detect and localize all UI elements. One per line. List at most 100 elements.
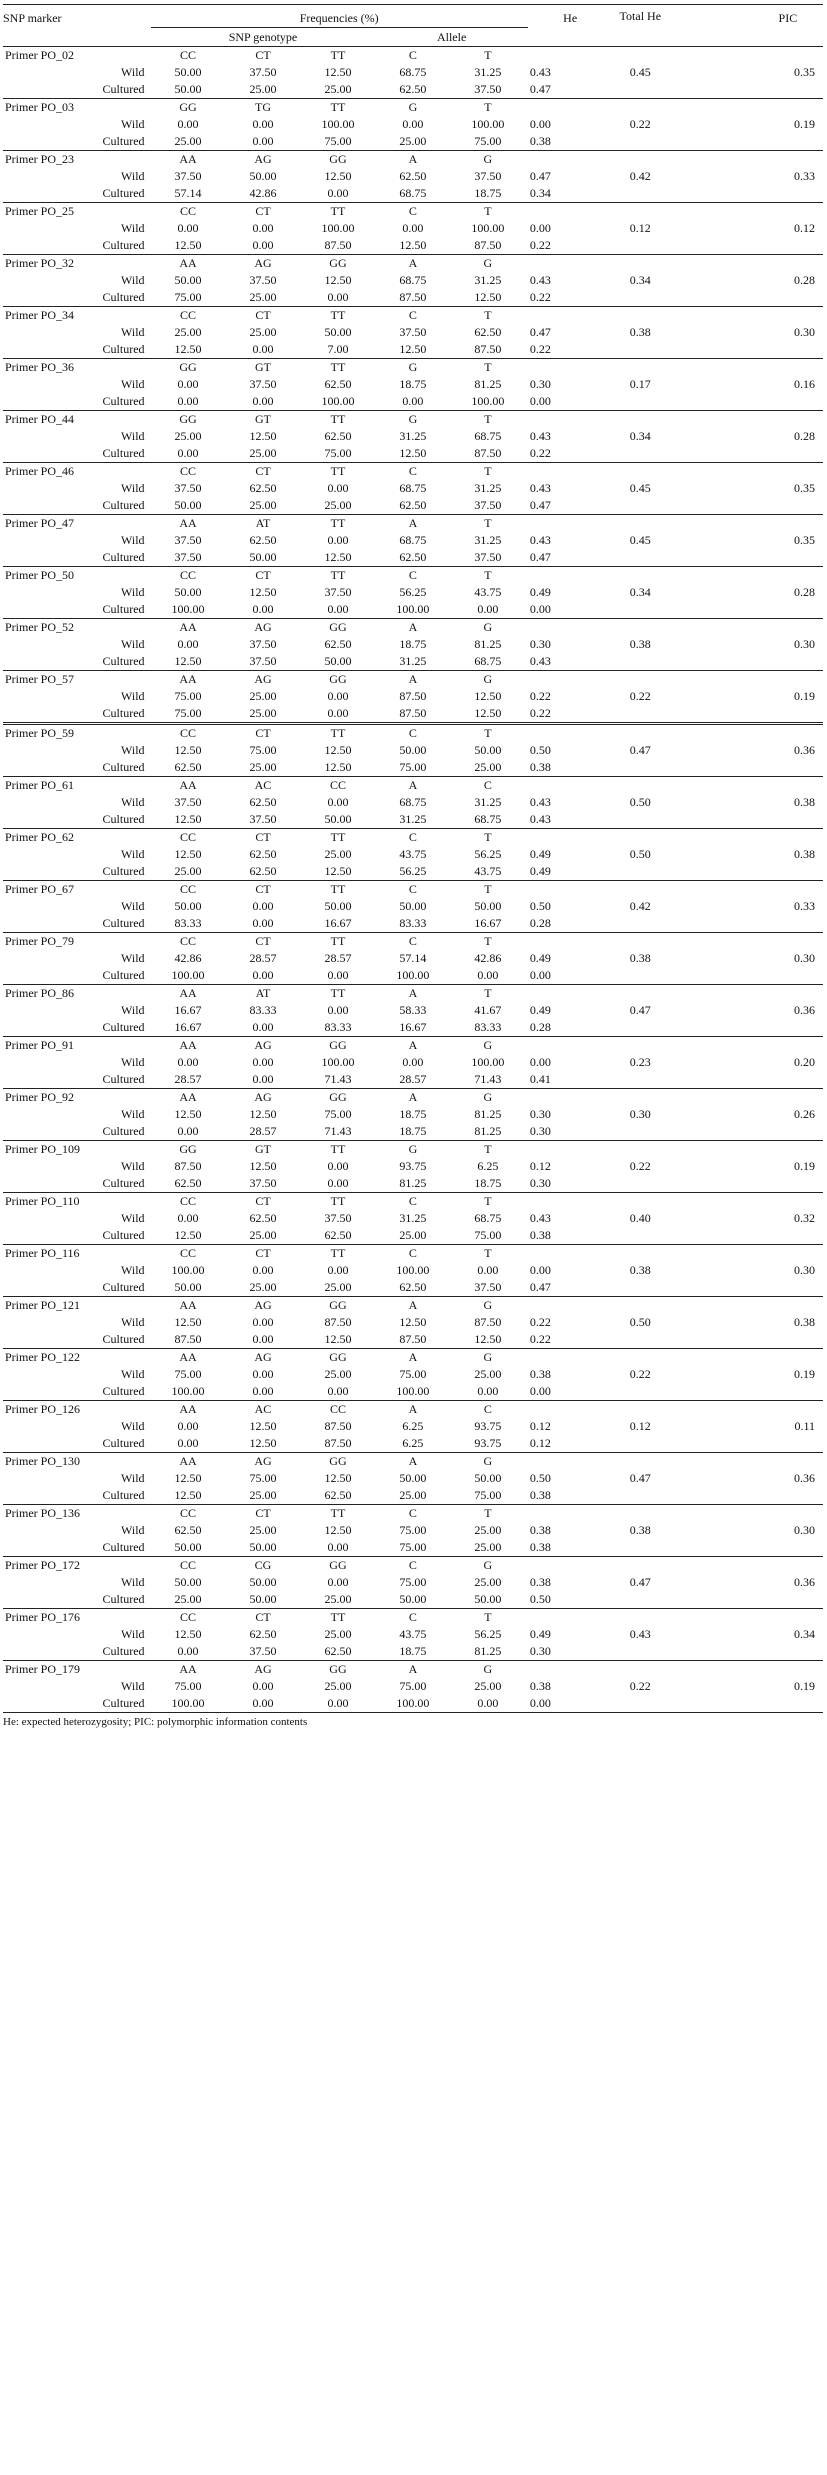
empty-cell — [525, 341, 528, 359]
empty-cell — [668, 411, 714, 429]
population-label: Cultured — [3, 133, 151, 151]
frequency-value: 0.00 — [300, 1695, 376, 1713]
frequency-value: 0.00 — [225, 601, 301, 619]
header-total-he: Total He — [619, 9, 662, 23]
genotype-label: CG — [254, 1558, 272, 1572]
frequency-value: 25.00 — [150, 1591, 226, 1609]
frequency-value: 100.00 — [321, 221, 355, 235]
cultured-row: Cultured 25.00 62.50 12.50 56.25 43.75 0.49 — [3, 863, 823, 881]
he-value: 0.38 — [527, 759, 613, 777]
pic-value: 0.32 — [794, 1211, 815, 1225]
frequency-value: 18.75 — [399, 637, 427, 651]
frequency-value: 25.00 — [249, 325, 277, 339]
marker-name: Primer PO_46 — [5, 464, 74, 478]
marker-name: Primer PO_79 — [5, 934, 74, 948]
genotype-label: TT — [330, 934, 346, 948]
allele-label: A — [408, 152, 418, 166]
empty-cell — [714, 933, 753, 951]
total-he-value: 0.38 — [629, 1263, 651, 1277]
empty-cell — [668, 47, 714, 65]
allele-label: G — [483, 152, 493, 166]
empty-cell — [668, 1262, 714, 1279]
allele-label: T — [484, 48, 492, 62]
empty-cell — [612, 1695, 669, 1713]
he-value: 0.49 — [529, 1003, 551, 1017]
frequency-value: 75.00 — [399, 1679, 427, 1693]
allele-label: G — [483, 256, 493, 270]
frequency-value: 0.00 — [300, 185, 376, 203]
marker-row: Primer PO_126 AA AC CC A C — [3, 1401, 823, 1419]
empty-cell — [714, 705, 753, 725]
empty-cell — [753, 1141, 823, 1159]
genotype-label: GG — [179, 360, 197, 374]
pic-value: 0.35 — [794, 481, 815, 495]
pic-value: 0.19 — [794, 1367, 815, 1381]
wild-row: Wild 0.00 0.00 100.00 0.00 100.00 0.00 0.23 0.20 — [3, 1054, 823, 1071]
population-label: Wild — [121, 847, 145, 861]
table-body: Primer PO_02 CC CT TT C T Wild 50.00 37.50 12.50 6… — [3, 47, 823, 1713]
frequency-value: 18.75 — [375, 1123, 451, 1141]
population-label: Cultured — [3, 1695, 151, 1713]
frequency-value: 100.00 — [300, 393, 376, 411]
total-he-value: 0.30 — [629, 1107, 651, 1121]
frequency-value: 31.25 — [399, 1211, 427, 1225]
empty-cell — [528, 881, 613, 899]
empty-cell — [528, 1141, 613, 1159]
frequency-value: 12.50 — [249, 429, 277, 443]
empty-cell — [753, 359, 823, 377]
genotype-label: TT — [330, 1194, 346, 1208]
empty-cell — [714, 777, 753, 795]
frequency-value: 0.00 — [225, 133, 301, 151]
empty-cell — [714, 1071, 753, 1089]
frequency-value: 87.50 — [375, 1331, 451, 1349]
empty-cell — [753, 1505, 823, 1523]
empty-cell — [528, 463, 613, 481]
frequency-value: 16.67 — [375, 1019, 451, 1037]
empty-cell — [714, 428, 753, 445]
population-label: Cultured — [3, 1591, 151, 1609]
genotype-label: TT — [330, 830, 346, 844]
pic-value: 0.28 — [794, 585, 815, 599]
population-label: Wild — [121, 1471, 145, 1485]
pic-value: 0.36 — [794, 743, 815, 757]
frequency-value: 68.75 — [474, 1211, 502, 1225]
empty-cell — [714, 846, 753, 863]
he-value: 0.43 — [527, 811, 613, 829]
empty-cell — [753, 411, 823, 429]
pic-value: 0.35 — [794, 533, 815, 547]
genotype-label: GG — [329, 1662, 347, 1676]
frequency-value: 25.00 — [225, 705, 301, 725]
population-label: Wild — [121, 1627, 145, 1641]
he-value: 0.22 — [527, 1331, 613, 1349]
frequency-value: 81.25 — [450, 1643, 526, 1661]
genotype-label: AA — [179, 620, 197, 634]
frequency-value: 75.00 — [150, 705, 226, 725]
marker-name: Primer PO_47 — [5, 516, 74, 530]
frequency-value: 56.25 — [474, 847, 502, 861]
frequency-value: 25.00 — [324, 847, 352, 861]
allele-label: C — [408, 1194, 417, 1208]
genotype-label: TT — [330, 882, 346, 896]
frequency-value: 50.00 — [474, 1471, 502, 1485]
frequency-value: 0.00 — [252, 221, 274, 235]
wild-row: Wild 12.50 62.50 25.00 43.75 56.25 0.49 0.50 0.3… — [3, 846, 823, 863]
header-frequencies: Frequencies (%) — [150, 4, 528, 28]
frequency-value: 37.50 — [249, 65, 277, 79]
he-value: 0.00 — [529, 1055, 551, 1069]
frequency-value: 0.00 — [177, 637, 199, 651]
empty-cell — [714, 1037, 753, 1055]
he-value: 0.00 — [527, 967, 613, 985]
empty-cell — [668, 133, 715, 151]
genotype-label: GG — [179, 100, 197, 114]
allele-label: C — [408, 48, 417, 62]
frequency-value: 71.43 — [300, 1071, 376, 1089]
population-label: Cultured — [3, 1279, 151, 1297]
total-he-value: 0.43 — [629, 1627, 651, 1641]
genotype-label: GG — [329, 256, 347, 270]
frequency-value: 0.00 — [225, 1071, 301, 1089]
empty-cell — [612, 759, 669, 777]
frequency-value: 6.25 — [375, 1435, 451, 1453]
empty-cell — [668, 881, 714, 899]
he-value: 0.30 — [527, 1175, 613, 1193]
population-label: Wild — [121, 1003, 145, 1017]
